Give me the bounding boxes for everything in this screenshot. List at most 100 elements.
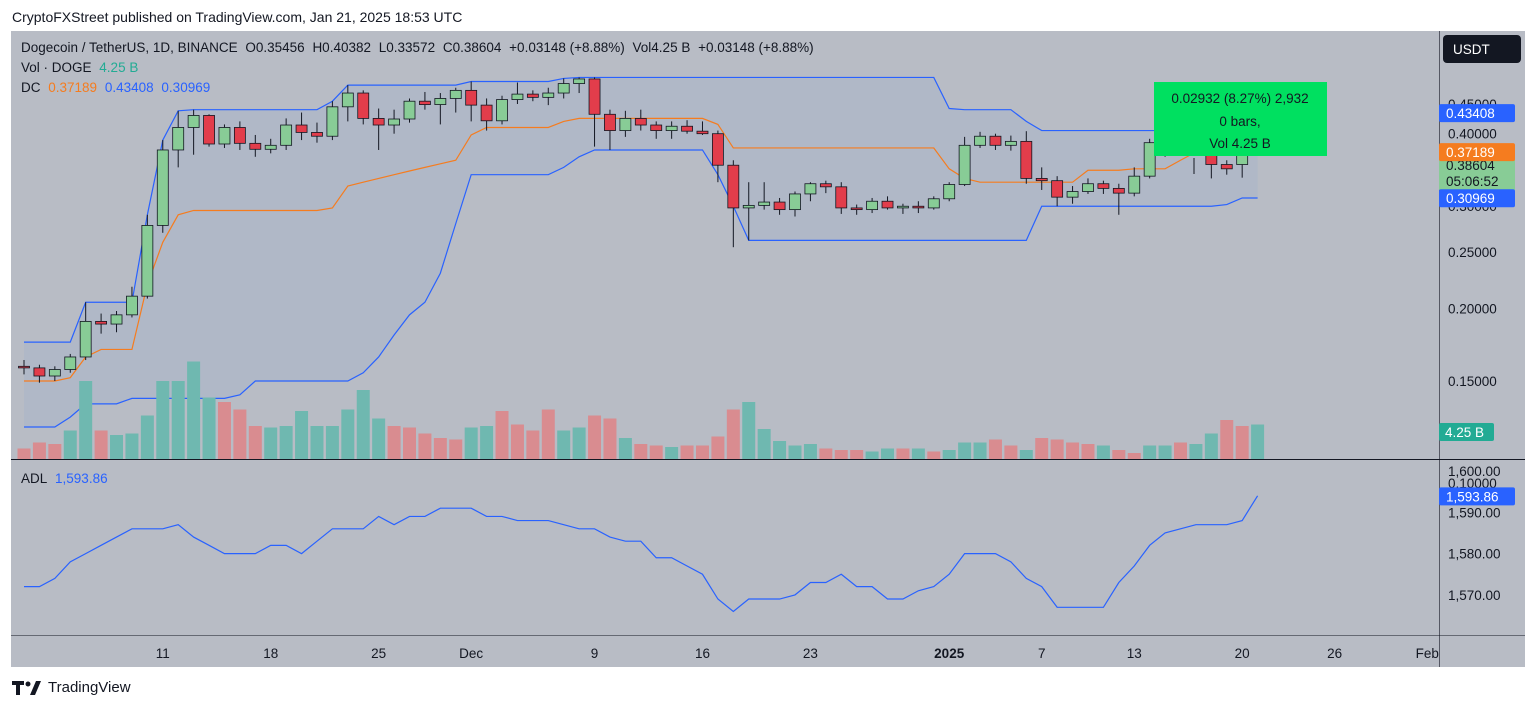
candle — [357, 90, 370, 125]
time-tick-label: 20 — [1235, 646, 1250, 661]
candle — [634, 109, 647, 131]
candle — [588, 77, 601, 147]
volume-label: Vol · DOGE — [21, 60, 92, 75]
volume-bar — [1189, 444, 1203, 459]
candle — [1004, 135, 1017, 151]
candle — [388, 109, 400, 134]
time-tick-label: 25 — [371, 646, 386, 661]
adl-legend[interactable]: ADL 1,593.86 — [21, 471, 112, 486]
volume-bar — [94, 430, 108, 459]
candle-body — [727, 164, 740, 209]
measure-box-bg — [1154, 82, 1327, 156]
volume-bar — [480, 426, 494, 459]
volume-bar — [433, 438, 447, 459]
candle — [48, 366, 61, 381]
chart-canvas[interactable]: 0.450000.400000.350000.300000.250000.200… — [11, 31, 1525, 667]
candle — [742, 182, 755, 241]
candle-body — [1035, 178, 1048, 182]
volume-bar — [711, 436, 725, 459]
volume-legend[interactable]: Vol · DOGE 4.25 B — [21, 60, 142, 75]
symbol-legend: Dogecoin / TetherUS, 1D, BINANCE O0.3545… — [21, 40, 818, 55]
volume-axis-bg — [1439, 423, 1494, 441]
candle — [835, 182, 848, 214]
volume-bar — [510, 424, 524, 459]
tradingview-logo-icon — [12, 680, 41, 695]
candle — [526, 90, 539, 102]
volume-bar — [1035, 438, 1049, 459]
price-tick-label: 0.20000 — [1448, 301, 1497, 316]
candle-body — [819, 183, 832, 188]
volume-bar — [911, 448, 925, 459]
volume-bar — [1235, 426, 1249, 459]
volume-bar — [819, 448, 833, 459]
candle — [280, 118, 293, 150]
symbol-title[interactable]: Dogecoin / TetherUS, 1D, BINANCE — [21, 40, 238, 55]
time-tick-label: 7 — [1038, 646, 1046, 661]
candle — [958, 136, 971, 187]
volume-change: +0.03148 (+8.88%) — [698, 40, 814, 55]
candle — [1220, 160, 1233, 175]
dc-upper-value: 0.43408 — [104, 80, 154, 95]
price-tick-label: 0.25000 — [1448, 245, 1497, 260]
volume-bar — [264, 427, 278, 459]
currency-button[interactable]: USDT — [1443, 35, 1521, 63]
candle-body — [434, 98, 447, 105]
candle-body — [218, 127, 231, 145]
candle — [434, 93, 447, 125]
candle-body — [419, 100, 431, 105]
tradingview-brand[interactable]: TradingView — [12, 679, 131, 696]
volume-bar — [803, 444, 817, 459]
candle — [95, 313, 107, 334]
volume-bar — [788, 445, 802, 459]
candle-body — [341, 92, 354, 108]
volume-bar — [140, 415, 154, 459]
candle — [974, 131, 986, 148]
candle-body — [372, 118, 385, 126]
adl-tick-label: 1,570.00 — [1448, 588, 1501, 603]
candle — [403, 98, 416, 123]
candle-body — [604, 113, 616, 131]
volume-bar — [726, 409, 740, 459]
candle — [789, 191, 801, 217]
candle-body — [742, 204, 755, 209]
volume-bar — [217, 402, 231, 459]
candle-body — [48, 369, 61, 377]
candle — [1082, 178, 1094, 194]
candle-body — [927, 198, 940, 209]
volume-bar — [665, 447, 679, 459]
volume-bar — [403, 427, 416, 459]
volume-axis-text: 4.25 B — [1445, 425, 1484, 440]
open-value: O0.35456 — [245, 40, 305, 55]
candle — [927, 196, 940, 210]
candle-body — [912, 205, 925, 209]
dc-middle-axis-label: 0.37189 — [1439, 143, 1515, 162]
high-value: H0.40382 — [312, 40, 371, 55]
volume-bar — [1019, 450, 1033, 459]
candle-body — [773, 201, 786, 211]
adl-axis-label-text: 1,593.86 — [1446, 489, 1499, 504]
candle-body — [496, 99, 508, 122]
candle-body — [974, 135, 986, 146]
volume-bar — [649, 445, 663, 459]
dc-lower-axis-label-bg — [1439, 189, 1515, 208]
dc-upper-line — [24, 76, 1258, 343]
candle — [203, 114, 215, 147]
candle-body — [804, 183, 817, 195]
candle-body — [326, 106, 339, 137]
volume-bar — [850, 450, 864, 459]
volume-bar — [418, 433, 432, 459]
candle — [773, 197, 786, 215]
chart-frame[interactable]: 0.450000.400000.350000.300000.250000.200… — [11, 31, 1525, 667]
candle — [604, 109, 616, 150]
volume-bar — [48, 444, 62, 459]
candle — [943, 182, 956, 202]
volume-bar — [1066, 442, 1080, 459]
dc-legend[interactable]: DC 0.37189 0.43408 0.30969 — [21, 80, 214, 95]
candle-body — [712, 133, 724, 166]
candle-body — [203, 115, 215, 145]
volume-text: Vol4.25 B — [632, 40, 691, 55]
candle — [819, 180, 832, 194]
volume-bar — [17, 448, 31, 459]
candle-body — [557, 83, 570, 94]
